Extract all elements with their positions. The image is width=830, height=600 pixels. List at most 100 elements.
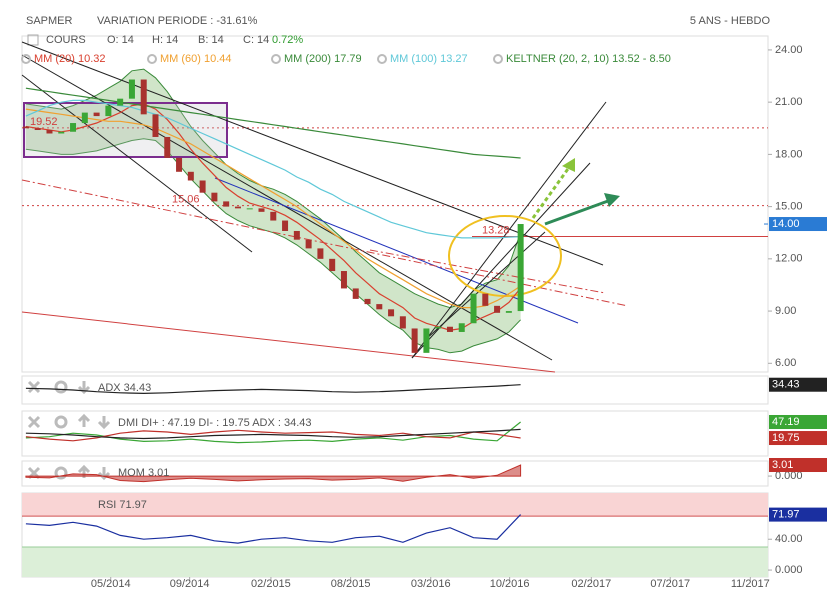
legend-icon: [377, 54, 387, 64]
candle: [93, 112, 100, 117]
trend-line: [369, 249, 606, 294]
down-icon[interactable]: [97, 467, 111, 481]
value-tag-box: [769, 377, 827, 392]
last-price: 14.00: [772, 218, 800, 230]
legend-icon: [21, 54, 31, 64]
x-tick-label: 11/2017: [731, 578, 770, 590]
indicator-line: [25, 384, 521, 395]
cours: COURS: [46, 34, 86, 46]
indicator-line: [25, 428, 521, 440]
legend-icon: [147, 54, 157, 64]
value-tag: 34.43: [772, 379, 800, 391]
value-tag: 19.75: [772, 432, 800, 444]
value-tag: 47.19: [772, 416, 800, 428]
candle: [211, 192, 218, 202]
y-tick-label: 9.00: [775, 305, 796, 317]
value-tag-box: [769, 414, 827, 429]
y-tick-label: 40.00: [775, 533, 803, 545]
legend-icon: [271, 54, 281, 64]
candle: [199, 180, 206, 193]
settings-icon[interactable]: [54, 466, 68, 480]
x-tick-label: 10/2016: [490, 578, 530, 590]
y-tick-label: 21.00: [775, 96, 803, 108]
candle: [58, 131, 65, 134]
up-icon[interactable]: [77, 413, 91, 427]
symbol: SAPMER: [26, 15, 73, 27]
x-tick-label: 05/2014: [91, 578, 131, 590]
value-tag-box: [769, 507, 827, 522]
x-tick-label: 09/2014: [170, 578, 210, 590]
candle: [376, 304, 383, 310]
indicator-label: RSI 71.97: [98, 499, 147, 511]
dmi-panel: [21, 410, 769, 457]
candle: [22, 126, 29, 129]
candle: [470, 293, 477, 324]
x-tick-label: 08/2015: [331, 578, 371, 590]
arrow: [531, 165, 572, 219]
indicator-label: DMI DI+ : 47.19 DI- : 19.75 ADX : 34.43: [118, 417, 312, 429]
low: B: 14: [198, 34, 224, 46]
trend-line: [21, 41, 604, 266]
candle: [176, 157, 183, 172]
open: O: 14: [107, 34, 134, 46]
zone-rectangle: [23, 102, 228, 158]
y-tick-label: 12.00: [775, 253, 803, 265]
down-icon[interactable]: [97, 416, 111, 430]
trend-line: [21, 74, 253, 253]
down-icon[interactable]: [77, 381, 91, 395]
candle: [270, 211, 277, 221]
variation: VARIATION PERIODE : -31.61%: [97, 15, 258, 27]
y-tick-label: 18.00: [775, 148, 803, 160]
candle: [399, 316, 406, 329]
legend-entry: MM (100) 13.27: [390, 53, 468, 65]
close: C: 14: [243, 34, 269, 46]
candle: [105, 105, 112, 117]
indicator-label: ADX 34.43: [98, 382, 151, 394]
candle: [46, 130, 53, 134]
candle: [70, 123, 77, 132]
legend-entry: MM (200) 17.79: [284, 53, 362, 65]
value-tag: 71.97: [772, 509, 800, 521]
level-label: 13.28: [482, 224, 510, 236]
fan-line: [424, 231, 546, 341]
remove-icon[interactable]: [27, 415, 41, 429]
candle: [164, 136, 171, 158]
candle: [81, 112, 88, 124]
fan-line: [411, 101, 607, 359]
y-tick-label: 24.00: [775, 44, 803, 56]
indicator-line: [25, 514, 522, 544]
arrow-head: [604, 193, 620, 207]
candle: [234, 206, 241, 209]
zone-band: [22, 493, 768, 517]
candle: [140, 79, 147, 115]
arrow-head: [562, 158, 575, 172]
level-label: 15.06: [172, 193, 200, 205]
moving-average: [25, 103, 522, 331]
x-tick-label: 07/2017: [650, 578, 690, 590]
candle: [458, 323, 465, 332]
y-tick-label: 15.00: [775, 201, 803, 213]
zone-band: [22, 546, 768, 577]
level-label: 19.52: [30, 116, 58, 128]
legend-entry: MM (60) 10.44: [160, 53, 232, 65]
candle: [352, 288, 359, 299]
period: 5 ANS - HEBDO: [690, 15, 771, 27]
trend-line: [21, 311, 556, 373]
candle: [388, 309, 395, 317]
keltner-upper: [25, 68, 522, 309]
candle: [246, 208, 253, 210]
candle: [329, 258, 336, 272]
candle: [494, 305, 501, 313]
settings-icon[interactable]: [54, 415, 68, 429]
candle: [282, 220, 289, 231]
settings-icon[interactable]: [54, 380, 68, 394]
remove-icon[interactable]: [27, 380, 41, 394]
value-tag-box: [769, 458, 827, 473]
checkbox[interactable]: [27, 34, 39, 46]
legend-icon: [493, 54, 503, 64]
value-tag: 3.01: [772, 459, 793, 471]
candle: [187, 171, 194, 181]
moving-average: [25, 108, 521, 309]
